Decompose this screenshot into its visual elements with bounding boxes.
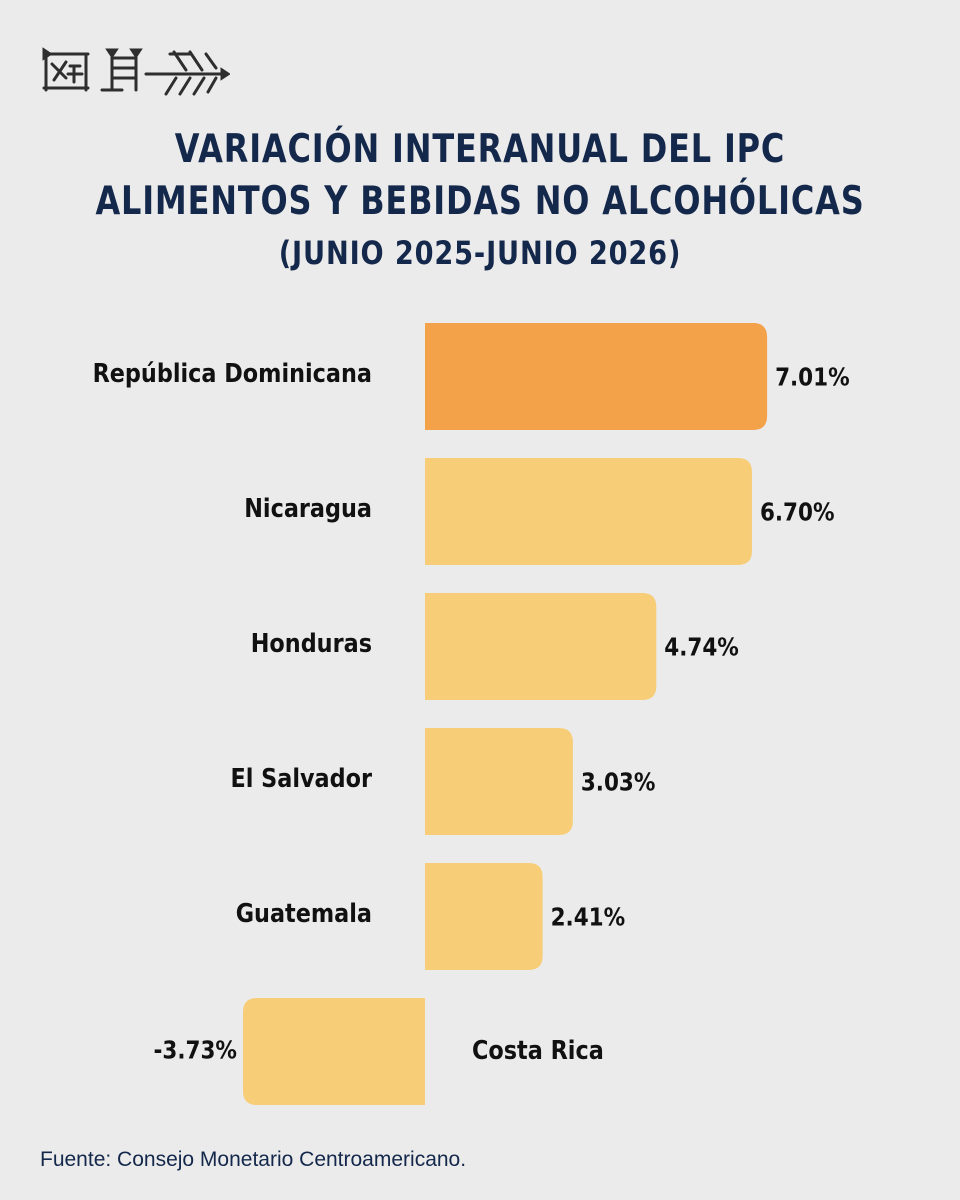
value-label-republica-dominicana: 7.01% <box>775 363 850 392</box>
category-label-costa-rica: Costa Rica <box>472 1034 604 1065</box>
bar-republica-dominicana <box>425 323 768 430</box>
category-label-el-salvador: El Salvador <box>230 762 372 793</box>
chart-title-block: VARIACIÓN INTERANUAL DEL IPC ALIMENTOS Y… <box>0 124 960 276</box>
chart-title-line-2: ALIMENTOS Y BEBIDAS NO ALCOHÓLICAS <box>95 179 865 224</box>
category-label-honduras: Honduras <box>251 627 372 658</box>
cuneiform-logo-icon <box>42 47 230 96</box>
bar-costa-rica <box>242 998 425 1105</box>
bar-nicaragua <box>425 458 752 565</box>
chart-subtitle: (JUNIO 2025-JUNIO 2026) <box>278 234 682 272</box>
category-label-guatemala: Guatemala <box>236 897 372 928</box>
value-label-guatemala: 2.41% <box>551 903 626 932</box>
chart-title-line-1: VARIACIÓN INTERANUAL DEL IPC <box>174 127 786 172</box>
bar-honduras <box>425 593 657 700</box>
bar-guatemala <box>425 863 543 970</box>
value-label-el-salvador: 3.03% <box>581 768 656 797</box>
value-label-honduras: 4.74% <box>664 633 739 662</box>
bar-el-salvador <box>425 728 573 835</box>
value-label-nicaragua: 6.70% <box>760 498 835 527</box>
category-label-nicaragua: Nicaragua <box>244 492 372 523</box>
source-note: Fuente: Consejo Monetario Centroamerican… <box>40 1148 467 1171</box>
value-label-costa-rica: -3.73% <box>154 1036 237 1065</box>
category-label-republica-dominicana: República Dominicana <box>93 357 372 388</box>
